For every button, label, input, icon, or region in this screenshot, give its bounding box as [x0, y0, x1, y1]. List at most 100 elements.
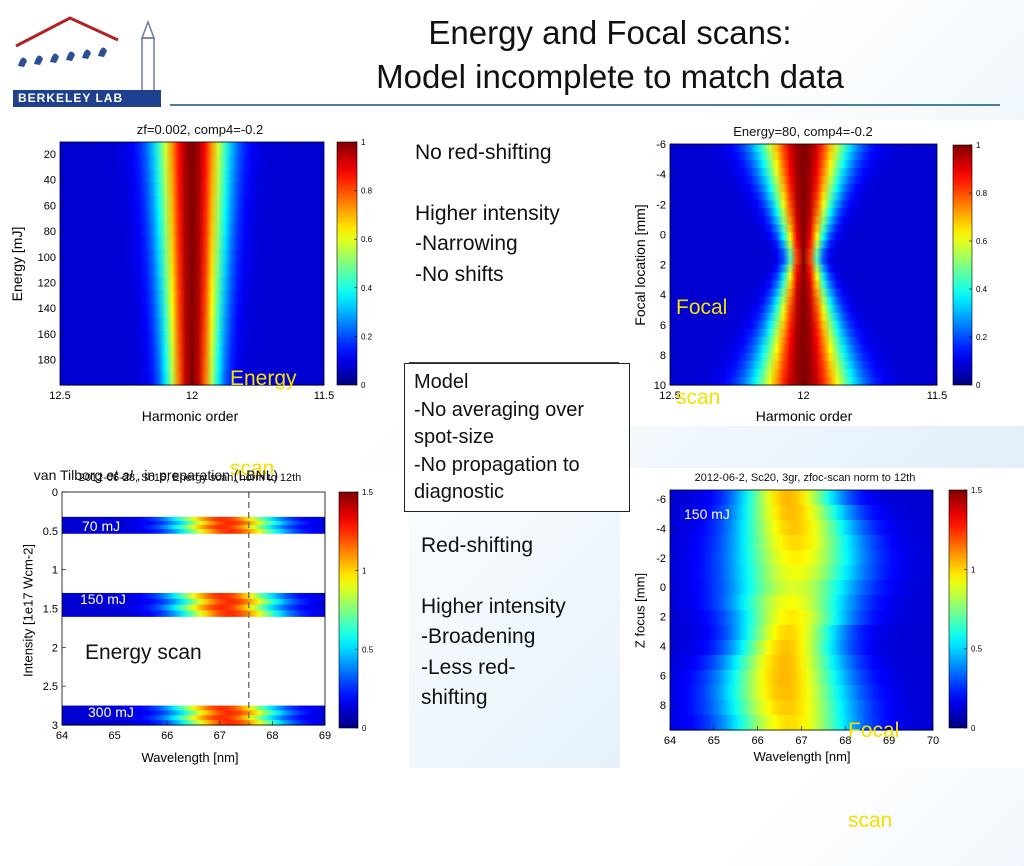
heatmap-cell	[670, 490, 933, 506]
chart3-y-tick: 0	[52, 487, 58, 499]
chart4-x-tick: 68	[839, 735, 851, 747]
heatmap-cell	[60, 196, 324, 211]
focal-scan-overlay-bottom: Focal scan	[848, 656, 899, 866]
chart4-y-tick: 4	[660, 641, 666, 653]
focal-scan-overlay-line1: Focal	[676, 296, 728, 319]
heatmap-cell	[62, 520, 325, 526]
chart3-xlabel: Wavelength [nm]	[141, 750, 239, 765]
heatmap-cell	[670, 160, 937, 169]
chart2-x-tick: 12.5	[659, 390, 680, 402]
data-obs-line: -Broadening	[421, 625, 536, 648]
heatmap-cell	[670, 328, 937, 338]
chart1-x-tick: 12.5	[49, 390, 70, 402]
chart1-y-tick: 140	[38, 303, 56, 315]
chart3-colorbar-tick-label: 0	[362, 724, 367, 733]
chart2-y-tick: 4	[660, 290, 666, 302]
chart3-y-tick: 2.5	[43, 681, 58, 693]
heatmap-cell	[670, 580, 933, 596]
chart2-colorbar	[952, 144, 973, 386]
heatmap-cell	[60, 142, 324, 157]
band-label-150mj: 150 mJ	[80, 591, 126, 607]
chart1-title: zf=0.002, comp4=-0.2	[136, 122, 264, 137]
energy-scan-overlay-top: Energy scan	[230, 304, 297, 514]
heatmap-cell	[670, 535, 933, 551]
chart2-y-tick: 10	[654, 380, 666, 392]
heatmap-cell	[670, 240, 937, 250]
chart2-colorbar-tick-label: 1	[976, 141, 981, 150]
chart4-title: 2012-06-2, Sc20, 3gr, zfoc-scan norm to …	[694, 472, 916, 484]
chart1-colorbar-tick-label: 0.6	[361, 235, 373, 244]
chart1-ylabel: Energy [mJ]	[9, 226, 25, 302]
data-obs-line: Higher intensity	[421, 594, 566, 618]
heatmap-cell	[670, 685, 933, 701]
heatmap-cell	[670, 184, 937, 193]
chart4-xlabel: Wavelength [nm]	[753, 749, 851, 764]
heatmap-cell	[670, 224, 937, 233]
data-obs-line: Red-shifting	[421, 534, 534, 557]
chart4-y-tick: 2	[660, 612, 666, 624]
chart2-ylabel: Focal location [mm]	[632, 204, 648, 326]
chart2-colorbar-tick-label: 0.4	[976, 285, 988, 294]
heatmap-cell	[62, 610, 325, 617]
heatmap-cell	[670, 152, 937, 161]
focal-scan-overlay-line2: scan	[676, 386, 721, 409]
heatmap-cell	[62, 529, 325, 534]
heatmap-cell	[62, 598, 325, 606]
chart3-colorbar-tick-label: 1.5	[362, 488, 374, 497]
heatmap-cell	[670, 200, 937, 209]
chart2-y-tick: 6	[660, 320, 666, 332]
model-box-line: Model	[414, 371, 469, 393]
chart2-y-tick: 0	[660, 229, 666, 241]
chart1-x-tick: 11.5	[314, 390, 335, 402]
chart2-colorbar-tick-label: 0.2	[976, 333, 988, 342]
slide-title-line2: Model incomplete to match data	[376, 58, 844, 95]
heatmap-cell	[670, 280, 937, 290]
chart3-y-tick: 3	[52, 720, 58, 732]
chart1-colorbar-tick-label: 0.8	[361, 187, 373, 196]
heatmap-cell	[670, 320, 937, 330]
heatmap-cell	[670, 272, 937, 282]
logo-text: Berkeley Lab	[18, 91, 124, 105]
chart1-y-tick: 80	[44, 226, 56, 238]
model-box-top-rule	[409, 362, 619, 363]
citation: van Tilborg et al., in preparation (LBNL…	[26, 451, 278, 483]
chart1-y-tick: 120	[38, 278, 56, 290]
energy-scan-overlay-line2: scan	[230, 457, 275, 480]
heatmap-cell	[670, 208, 937, 217]
heatmap-cell	[670, 216, 937, 225]
heatmap-cell	[670, 565, 933, 581]
heatmap-cell	[60, 290, 324, 305]
energy-scan-overlay-bottom: Energy scan	[80, 638, 207, 668]
chart2-y-tick: -2	[656, 199, 666, 211]
heatmap-cell	[62, 592, 325, 600]
chart4-x-tick: 66	[752, 735, 764, 747]
data-obs-line: -Less red-	[421, 655, 516, 679]
heatmap-cell	[670, 505, 933, 521]
heatmap-cell	[62, 516, 325, 522]
chart4-y-tick: -2	[656, 553, 666, 565]
citation-etal: et al.	[106, 467, 137, 483]
chart4-x-tick: 64	[664, 735, 676, 747]
model-observations: No red-shifting Higher intensity -Narrow…	[415, 138, 560, 290]
chart3-y-tick: 0.5	[43, 526, 58, 538]
berkeley-lab-logo: Berkeley Lab	[10, 8, 170, 110]
chart3-colorbar	[338, 491, 359, 729]
heatmap-cell	[670, 176, 937, 185]
heatmap-cell	[670, 520, 933, 536]
chart3-x-tick: 67	[214, 730, 226, 742]
notes-panel-top	[409, 120, 617, 362]
chart4-colorbar	[948, 489, 968, 729]
chart2-y-tick: -4	[656, 169, 666, 181]
model-obs-line: -Narrowing	[415, 232, 518, 255]
heatmap-cell	[60, 169, 324, 184]
title-divider	[170, 104, 1000, 106]
heatmap-cell	[670, 700, 933, 716]
chart4-x-tick: 69	[883, 735, 895, 747]
model-box-line: spot-size	[414, 426, 495, 448]
chart4-y-tick: -6	[656, 494, 666, 506]
model-box-line: diagnostic	[414, 481, 505, 503]
heatmap-cell	[60, 344, 324, 359]
heatmap-cell	[670, 670, 933, 686]
chart2-x-tick: 11.5	[927, 390, 948, 402]
heatmap-cell	[670, 288, 937, 298]
